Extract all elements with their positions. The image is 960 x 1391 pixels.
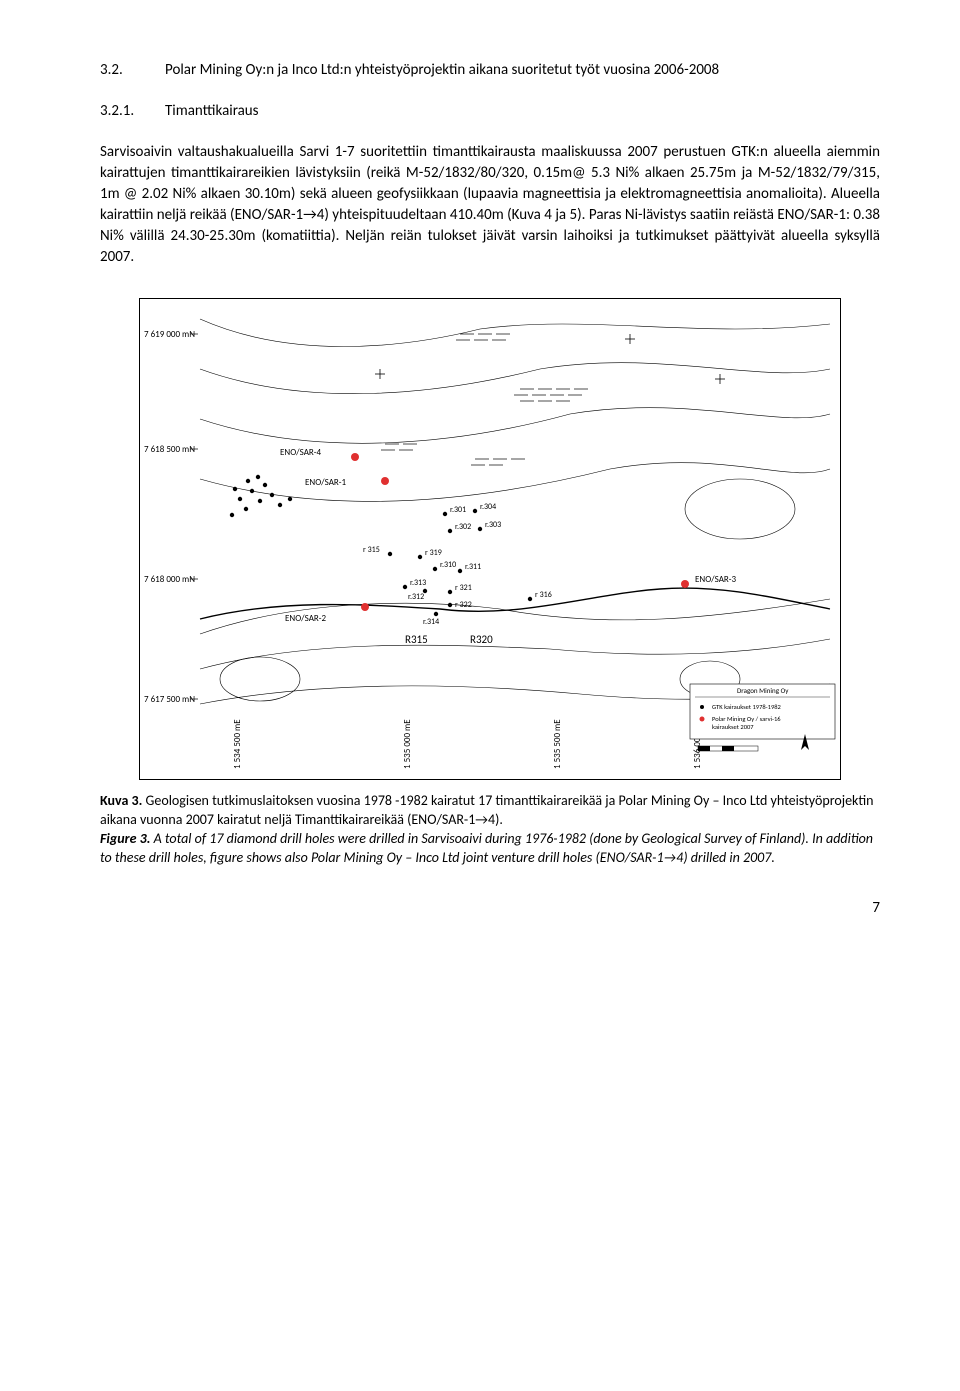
map-label-eno2: ENO/SAR-2 <box>285 613 327 624</box>
section-3-2-1-number: 3.2.1. <box>100 101 165 122</box>
svg-text:r.301: r.301 <box>450 505 466 515</box>
map-ylabel-2: 7 618 000 mN <box>144 574 195 585</box>
svg-text:r.304: r.304 <box>480 502 496 512</box>
map-label-eno4: ENO/SAR-4 <box>280 447 322 458</box>
svg-text:r 319: r 319 <box>425 548 442 558</box>
svg-text:Polar Mining Oy / sarvi-16: Polar Mining Oy / sarvi-16 <box>712 715 781 723</box>
svg-text:r.310: r.310 <box>440 560 456 570</box>
map-label-eno1: ENO/SAR-1 <box>305 477 347 488</box>
map-ylabel-3: 7 617 500 mN <box>144 694 195 705</box>
body-paragraph: Sarvisoaivin valtaushakualueilla Sarvi 1… <box>100 142 880 268</box>
section-3-2-1-title: Timanttikairaus <box>165 101 259 122</box>
svg-text:r.311: r.311 <box>465 562 481 572</box>
map-xlabel-0: 1 534 500 mE <box>232 719 243 769</box>
kuva-label: Kuva 3. <box>100 792 142 809</box>
kuva-text: Geologisen tutkimuslaitoksen vuosina 197… <box>100 792 874 828</box>
section-3-2-number: 3.2. <box>100 60 165 81</box>
svg-text:r 315: r 315 <box>363 545 380 555</box>
page-number: 7 <box>100 898 880 919</box>
svg-text:r.303: r.303 <box>485 520 501 530</box>
map-xlabel-2: 1 535 500 mE <box>552 719 563 769</box>
figure-text: A total of 17 diamond drill holes were d… <box>100 830 873 866</box>
svg-text:kairaukset 2007: kairaukset 2007 <box>712 723 754 731</box>
svg-text:r 316: r 316 <box>535 590 552 600</box>
section-3-2-title: Polar Mining Oy:n ja Inco Ltd:n yhteisty… <box>165 60 719 81</box>
geological-map: 7 619 000 mN 7 618 500 mN 7 618 000 mN 7… <box>139 298 841 780</box>
section-3-2-header: 3.2. Polar Mining Oy:n ja Inco Ltd:n yht… <box>100 60 880 81</box>
section-3-2-1-header: 3.2.1. Timanttikairaus <box>100 101 880 122</box>
svg-text:r 322: r 322 <box>455 600 472 610</box>
svg-text:r.313: r.313 <box>410 578 426 588</box>
svg-text:r.314: r.314 <box>423 617 439 627</box>
map-label-eno3: ENO/SAR-3 <box>695 574 737 585</box>
map-ylabel-0: 7 619 000 mN <box>144 329 195 340</box>
svg-text:GTK kairaukset 1978-1982: GTK kairaukset 1978-1982 <box>712 703 782 711</box>
svg-text:r.302: r.302 <box>455 522 471 532</box>
svg-text:r.312: r.312 <box>408 592 424 602</box>
svg-text:Dragon Mining Oy: Dragon Mining Oy <box>737 686 789 695</box>
map-label-R315: R315 <box>405 633 428 646</box>
svg-text:r 321: r 321 <box>455 583 472 593</box>
map-xlabel-1: 1 535 000 mE <box>402 719 413 769</box>
map-legend: Dragon Mining Oy GTK kairaukset 1978-198… <box>690 684 835 751</box>
figure-label: Figure 3. <box>100 830 150 847</box>
map-ylabel-1: 7 618 500 mN <box>144 444 195 455</box>
figure-caption: Kuva 3. Geologisen tutkimuslaitoksen vuo… <box>100 792 880 868</box>
map-label-R320: R320 <box>470 633 493 646</box>
